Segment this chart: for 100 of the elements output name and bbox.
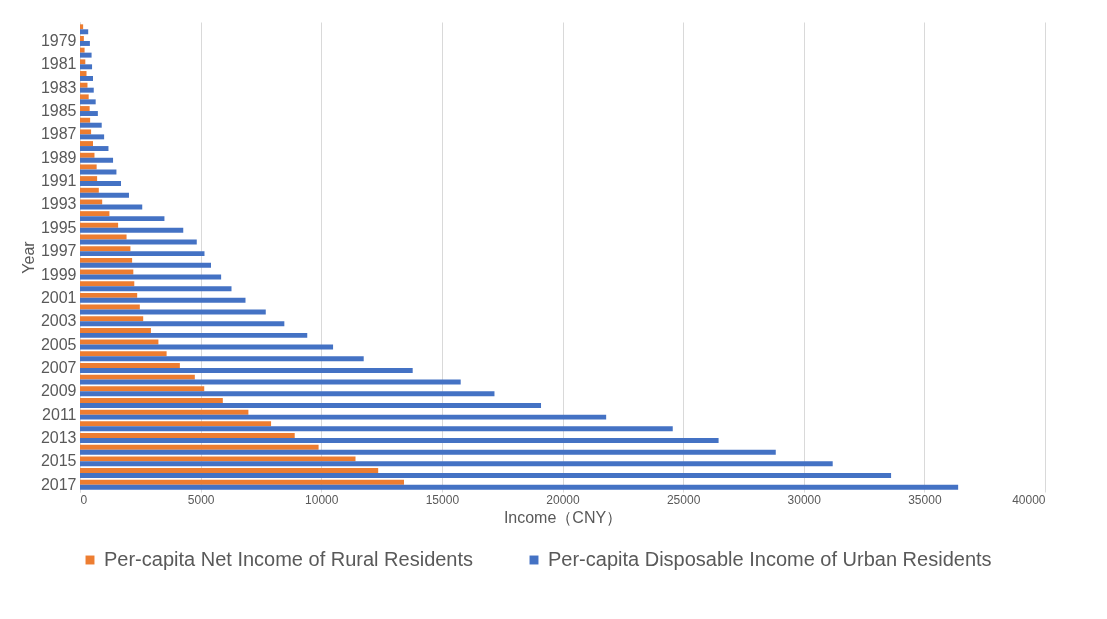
bar (80, 327, 151, 333)
bar (80, 257, 133, 263)
bar (80, 181, 122, 187)
legend-label: Per-capita Disposable Income of Urban Residents (548, 548, 992, 570)
bar (80, 82, 88, 88)
bar (80, 449, 776, 455)
y-tick-label: 1995 (40, 218, 77, 236)
bar (80, 304, 140, 310)
bar (80, 169, 117, 175)
bar (80, 94, 89, 100)
bar (80, 456, 356, 462)
y-tick-label: 2005 (40, 335, 77, 353)
y-tick-label: 1991 (40, 172, 77, 190)
bar (80, 344, 334, 350)
y-tick-label: 2009 (40, 382, 77, 400)
bar (80, 409, 249, 415)
bar (80, 216, 165, 222)
x-tick-label: 15000 (425, 492, 460, 507)
bar (80, 316, 144, 322)
bar (80, 484, 959, 490)
bar (80, 402, 542, 408)
y-tick-label: 2001 (40, 288, 77, 306)
x-tick-label: 10000 (305, 492, 339, 507)
bar (80, 211, 110, 217)
bar (80, 321, 285, 327)
y-tick-label: 2013 (40, 428, 77, 446)
bar (80, 297, 246, 303)
bar (80, 122, 102, 128)
bar (80, 281, 135, 287)
bar (80, 414, 607, 420)
y-tick-label: 1983 (40, 78, 77, 96)
bar (80, 152, 95, 158)
bar (80, 227, 184, 233)
bar (80, 106, 90, 112)
bar (80, 367, 413, 373)
bar (80, 29, 89, 35)
bar (80, 146, 109, 152)
x-tick-label: 30000 (787, 492, 822, 507)
bar (80, 468, 379, 474)
bar (80, 71, 87, 77)
y-tick-label: 1987 (40, 125, 77, 143)
bar (80, 59, 86, 65)
bar (80, 157, 114, 163)
bar (80, 141, 94, 147)
bar (80, 374, 195, 380)
bar (80, 99, 96, 105)
x-tick-label: 0 (80, 492, 88, 507)
y-tick-label: 1993 (40, 195, 77, 213)
bar (80, 426, 673, 432)
x-axis-title: Income（CNY） (503, 508, 623, 526)
bar (80, 117, 91, 123)
bar (80, 362, 180, 368)
bar (80, 332, 308, 338)
bar (80, 192, 129, 198)
y-tick-label: 1981 (40, 55, 77, 73)
bar (80, 437, 719, 443)
x-tick-label: 5000 (187, 492, 215, 507)
bar (80, 222, 119, 228)
bar (80, 251, 205, 257)
bar (80, 479, 404, 485)
x-tick-label: 35000 (908, 492, 942, 507)
bar (80, 76, 94, 81)
bar (80, 246, 131, 252)
y-tick-label: 1999 (40, 265, 77, 283)
bar (80, 262, 211, 268)
bar (80, 386, 205, 392)
bar (80, 351, 167, 357)
x-tick-label: 40000 (1012, 492, 1046, 507)
y-tick-label: 1985 (40, 102, 77, 120)
bar (80, 292, 138, 298)
bar (80, 239, 197, 245)
y-tick-label: 1989 (40, 148, 77, 166)
bar (80, 286, 232, 292)
y-tick-label: 2007 (40, 358, 77, 376)
bar (80, 129, 92, 135)
bar (80, 473, 892, 478)
bar (80, 421, 272, 427)
bar (80, 269, 134, 275)
bar (80, 356, 364, 362)
bar (80, 461, 833, 467)
bar (80, 204, 143, 210)
bar (80, 47, 85, 53)
bar (80, 199, 103, 205)
y-tick-label: 2017 (40, 475, 77, 493)
y-axis-title: Year (19, 240, 37, 274)
y-tick-label: 2011 (42, 405, 77, 423)
legend-label: Per-capita Net Income of Rural Residents (104, 548, 474, 570)
bar (80, 391, 495, 397)
bar (80, 52, 92, 58)
bar (80, 176, 98, 182)
y-tick-label: 1997 (40, 242, 77, 260)
bar (80, 64, 93, 70)
bar (80, 40, 90, 46)
x-tick-label: 25000 (666, 492, 701, 507)
bar (80, 134, 105, 140)
bar (80, 339, 159, 345)
bar (80, 433, 295, 438)
y-tick-label: 1979 (40, 31, 77, 49)
bar (80, 87, 94, 93)
x-tick-label: 20000 (546, 492, 581, 507)
